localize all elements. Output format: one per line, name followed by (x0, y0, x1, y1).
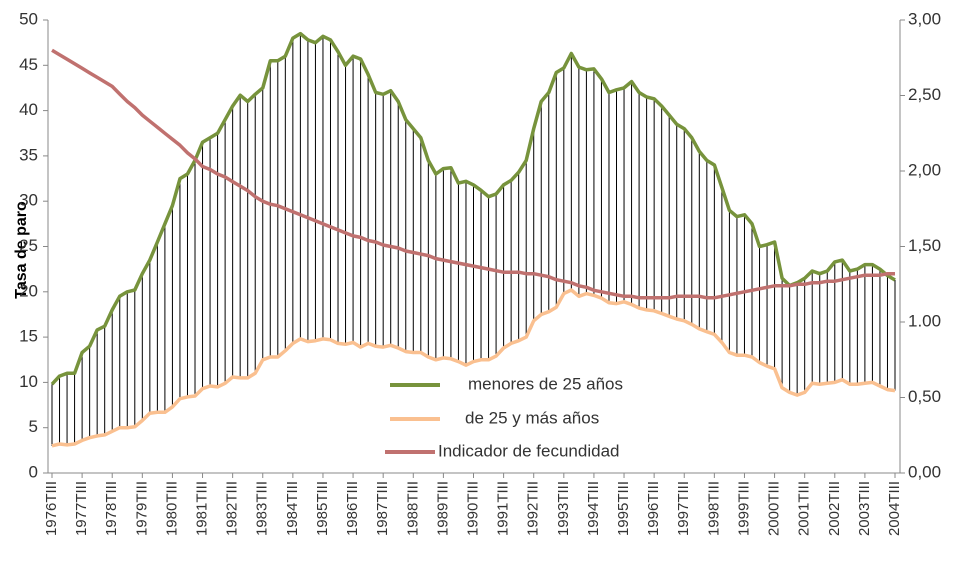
x-tick-label: 2000TIII (766, 481, 783, 536)
x-tick-label: 1977TIII (73, 481, 90, 536)
y-tick-label: 15 (19, 327, 38, 346)
y-tick-label: 0 (29, 462, 38, 481)
y-tick-label: 30 (19, 191, 38, 210)
y-axis-label: Tasa de paro (13, 201, 30, 299)
x-tick-label: 1989TIII (434, 481, 451, 536)
y-tick-label: 25 (19, 236, 38, 255)
x-tick-label: 1993TIII (555, 481, 572, 536)
y2-tick-label: 0,00 (908, 462, 941, 481)
y2-tick-label: 2,00 (908, 160, 941, 179)
x-tick-label: 1987TIII (374, 481, 391, 536)
series-line (51, 288, 896, 448)
x-tick-label: 1994TIII (585, 481, 602, 536)
y-tick-label: 45 (19, 55, 38, 74)
x-tick-label: 1985TIII (314, 481, 331, 536)
x-tick-label: 1976TIII (43, 481, 60, 536)
x-tick-label: 1996TIII (645, 481, 662, 536)
legend-label: menores de 25 años (468, 374, 623, 393)
x-tick-label: 1983TIII (254, 481, 271, 536)
x-tick-label: 2001TIII (796, 481, 813, 536)
series-line (50, 31, 896, 386)
x-tick-label: 1986TIII (344, 481, 361, 536)
x-tick-label: 1982TIII (224, 481, 241, 536)
x-tick-label: 2003TIII (856, 481, 873, 536)
y2-tick-label: 3,00 (908, 9, 941, 28)
x-tick-label: 1981TIII (194, 481, 211, 536)
legend-label: de 25 y más años (465, 408, 599, 427)
legend-label: Indicador de fecundidad (438, 441, 619, 460)
x-tick-label: 1978TIII (103, 481, 120, 536)
x-tick-label: 2002TIII (826, 481, 843, 536)
y2-tick-label: 1,50 (908, 236, 941, 255)
x-tick-label: 1995TIII (615, 481, 632, 536)
x-tick-label: 1997TIII (675, 481, 692, 536)
y-tick-label: 50 (19, 9, 38, 28)
y2-tick-label: 0,50 (908, 387, 941, 406)
x-tick-label: 1992TIII (525, 481, 542, 536)
x-tick-label: 1980TIII (163, 481, 180, 536)
x-tick-label: 1991TIII (495, 481, 512, 536)
series-line (51, 48, 895, 300)
x-tick-label: 1988TIII (404, 481, 421, 536)
y-tick-label: 20 (19, 281, 38, 300)
x-tick-label: 1984TIII (284, 481, 301, 536)
y-tick-label: 5 (29, 417, 38, 436)
y2-tick-label: 2,50 (908, 85, 941, 104)
x-tick-label: 1998TIII (705, 481, 722, 536)
x-tick-label: 1979TIII (133, 481, 150, 536)
y-tick-label: 10 (19, 372, 38, 391)
x-tick-label: 2004TIII (886, 481, 903, 536)
x-tick-label: 1990TIII (464, 481, 481, 536)
x-tick-label: 1999TIII (735, 481, 752, 536)
y-tick-label: 35 (19, 145, 38, 164)
y2-tick-label: 1.00 (908, 311, 941, 330)
y-tick-label: 40 (19, 100, 38, 119)
